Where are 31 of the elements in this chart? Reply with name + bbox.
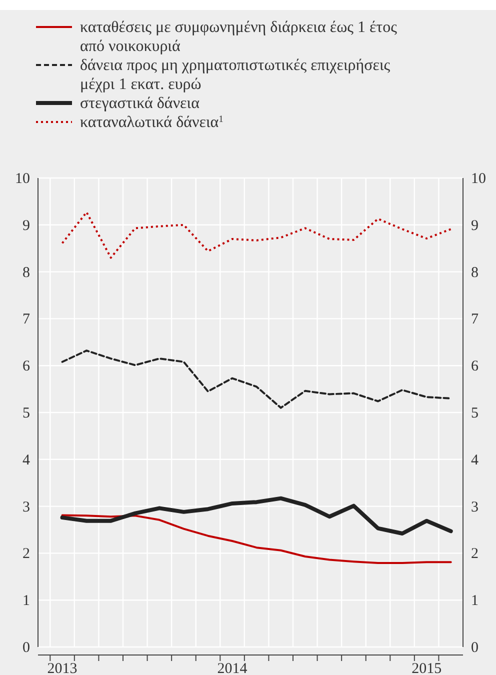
y2-tick-label: 7 — [471, 312, 479, 328]
y-tick-label: 4 — [22, 452, 30, 468]
y-tick-label: 5 — [22, 406, 30, 422]
legend-label: καταναλωτικά δάνεια$^{1}$ — [80, 114, 224, 131]
y-tick-label: 7 — [22, 312, 30, 328]
y-tick-label: 6 — [22, 358, 30, 375]
y2-tick-label: 4 — [471, 452, 479, 468]
y2-tick-label: 0 — [471, 640, 478, 656]
y2-tick-label: 3 — [471, 499, 478, 516]
y2-tick-label: 9 — [471, 218, 478, 234]
y2-tick-label: 5 — [471, 406, 478, 422]
y2-tick-label: 10 — [471, 171, 486, 187]
y-tick-label: 2 — [22, 546, 30, 562]
y-tick-label: 9 — [22, 218, 30, 234]
y-tick-label: 8 — [22, 264, 30, 281]
x-tick-label: 2013 — [47, 661, 78, 675]
y-tick-label: 0 — [22, 640, 30, 656]
x-tick-label: 2015 — [412, 661, 442, 675]
line-series — [61, 211, 452, 259]
y2-tick-label: 6 — [471, 358, 479, 375]
y2-tick-label: 1 — [471, 593, 478, 610]
y2-tick-label: 8 — [471, 264, 478, 281]
y2-tick-label: 2 — [471, 546, 478, 562]
line-series — [60, 496, 453, 536]
x-tick-label: 2014 — [217, 661, 248, 675]
line-series — [61, 350, 452, 409]
y-tick-label: 1 — [22, 593, 30, 610]
line-series — [61, 514, 452, 564]
legend-label: στεγαστικά δάνεια — [80, 95, 200, 112]
y-tick-label: 3 — [22, 499, 30, 516]
y-tick-label: 10 — [15, 171, 30, 187]
